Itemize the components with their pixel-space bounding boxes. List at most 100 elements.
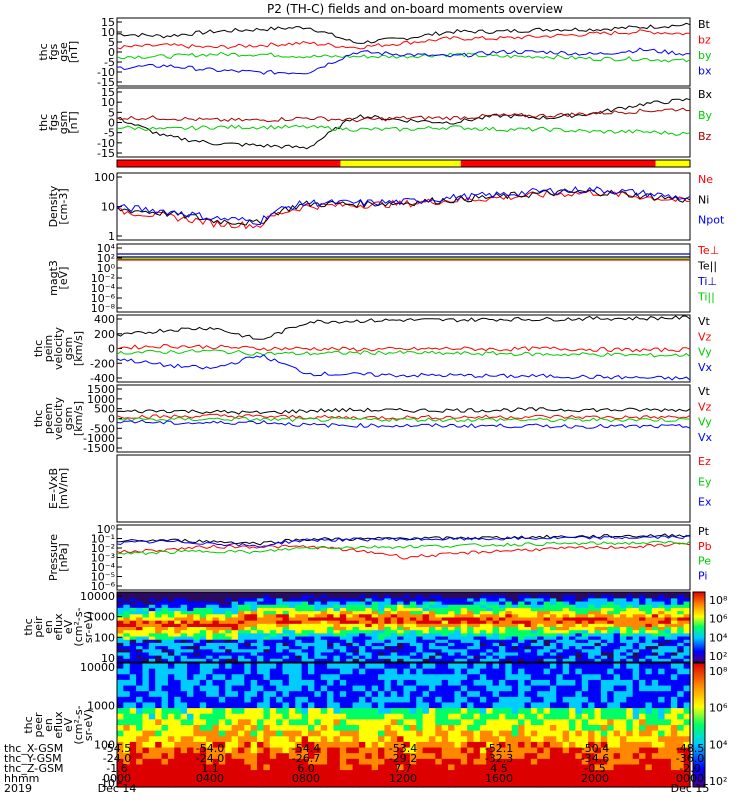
heatmap-cell xyxy=(263,741,271,749)
y-axis-label: Density xyxy=(47,185,60,227)
heatmap-cell xyxy=(460,758,468,766)
heatmap-cell xyxy=(161,614,169,619)
heatmap-cell xyxy=(314,685,322,692)
heatmap-cell xyxy=(677,685,685,692)
heatmap-cell xyxy=(562,685,570,692)
heatmap-cell xyxy=(467,691,475,698)
heatmap-cell xyxy=(677,702,685,709)
y-tick-label: 10⁻² xyxy=(91,542,115,555)
heatmap-cell xyxy=(486,685,494,692)
heatmap-cell xyxy=(645,708,653,715)
heatmap-cell xyxy=(448,685,456,692)
heatmap-cell xyxy=(645,617,653,622)
heatmap-cell xyxy=(569,658,576,663)
heatmap-cell xyxy=(639,691,647,698)
heatmap-cell xyxy=(358,646,366,650)
heatmap-cell xyxy=(479,770,487,777)
series-line xyxy=(116,29,691,50)
series-line xyxy=(116,540,691,556)
heatmap-cell xyxy=(486,633,494,638)
heatmap-cell xyxy=(123,679,131,687)
heatmap-cell xyxy=(314,630,322,634)
heatmap-cell xyxy=(562,642,570,647)
heatmap-cell xyxy=(136,702,144,709)
heatmap-cell xyxy=(473,741,481,749)
heatmap-cell xyxy=(594,649,602,654)
heatmap-cell xyxy=(600,668,608,675)
heatmap-cell xyxy=(626,633,634,638)
heatmap-cell xyxy=(161,620,169,625)
heatmap-cell xyxy=(575,741,583,749)
heatmap-cell xyxy=(346,713,354,720)
heatmap-cell xyxy=(664,604,672,609)
heatmap-cell xyxy=(301,611,309,615)
heatmap-cell xyxy=(575,753,583,760)
heatmap-cell xyxy=(263,595,271,599)
heatmap-cell xyxy=(327,627,335,631)
heatmap-cell xyxy=(524,598,532,603)
y-tick-label: -5 xyxy=(104,56,115,69)
heatmap-cell xyxy=(308,747,315,754)
heatmap-cell xyxy=(237,679,245,687)
heatmap-cell xyxy=(352,781,360,788)
heatmap-cell xyxy=(581,658,589,663)
heatmap-cell xyxy=(664,730,672,737)
heatmap-cell xyxy=(378,649,385,654)
heatmap-cell xyxy=(639,598,647,603)
heatmap-cell xyxy=(333,708,341,715)
heatmap-cell xyxy=(352,617,360,622)
heatmap-cell xyxy=(123,639,131,644)
heatmap-cell xyxy=(358,649,366,654)
heatmap-cell xyxy=(639,674,647,681)
heatmap-cell xyxy=(435,770,443,777)
heatmap-cell xyxy=(231,702,239,709)
heatmap-cell xyxy=(416,674,424,681)
heatmap-cell xyxy=(218,604,226,609)
heatmap-cell xyxy=(441,655,449,660)
heatmap-cell xyxy=(473,623,481,628)
heatmap-cell xyxy=(187,617,194,622)
heatmap-cell xyxy=(314,770,322,777)
heatmap-cell xyxy=(409,764,417,771)
heatmap-cell xyxy=(237,627,245,631)
heatmap-cell xyxy=(441,696,449,704)
heatmap-cell xyxy=(295,725,303,732)
heatmap-cell xyxy=(282,730,290,737)
heatmap-cell xyxy=(187,652,194,657)
heatmap-cell xyxy=(645,633,653,638)
heatmap-cell xyxy=(244,633,252,638)
heatmap-cell xyxy=(371,764,379,771)
heatmap-cell xyxy=(492,633,500,638)
legend-label: Vt xyxy=(698,315,711,328)
heatmap-cell xyxy=(250,614,258,619)
heatmap-cell xyxy=(594,685,602,692)
heatmap-cell xyxy=(308,663,315,670)
heatmap-cell xyxy=(428,764,436,771)
heatmap-cell xyxy=(206,630,214,634)
heatmap-cell xyxy=(588,630,596,634)
heatmap-cell xyxy=(212,679,220,687)
heatmap-cell xyxy=(397,639,405,644)
heatmap-cell xyxy=(524,620,532,625)
heatmap-cell xyxy=(575,747,583,754)
heatmap-cell xyxy=(225,685,233,692)
heatmap-cell xyxy=(378,781,385,788)
heatmap-cell xyxy=(543,691,551,698)
heatmap-cell xyxy=(301,741,309,749)
heatmap-cell xyxy=(155,636,163,641)
heatmap-cell xyxy=(537,623,545,628)
heatmap-cell xyxy=(524,655,532,660)
heatmap-cell xyxy=(626,679,634,687)
heatmap-cell xyxy=(658,627,666,631)
heatmap-cell xyxy=(416,601,424,606)
heatmap-cell xyxy=(549,691,557,698)
heatmap-cell xyxy=(651,623,659,628)
heatmap-cell xyxy=(524,649,532,654)
heatmap-cell xyxy=(193,719,201,726)
heatmap-cell xyxy=(129,611,137,615)
heatmap-cell xyxy=(435,630,443,634)
heatmap-cell xyxy=(651,713,659,720)
heatmap-cell xyxy=(199,674,207,681)
heatmap-cell xyxy=(632,708,640,715)
heatmap-cell xyxy=(250,764,258,771)
